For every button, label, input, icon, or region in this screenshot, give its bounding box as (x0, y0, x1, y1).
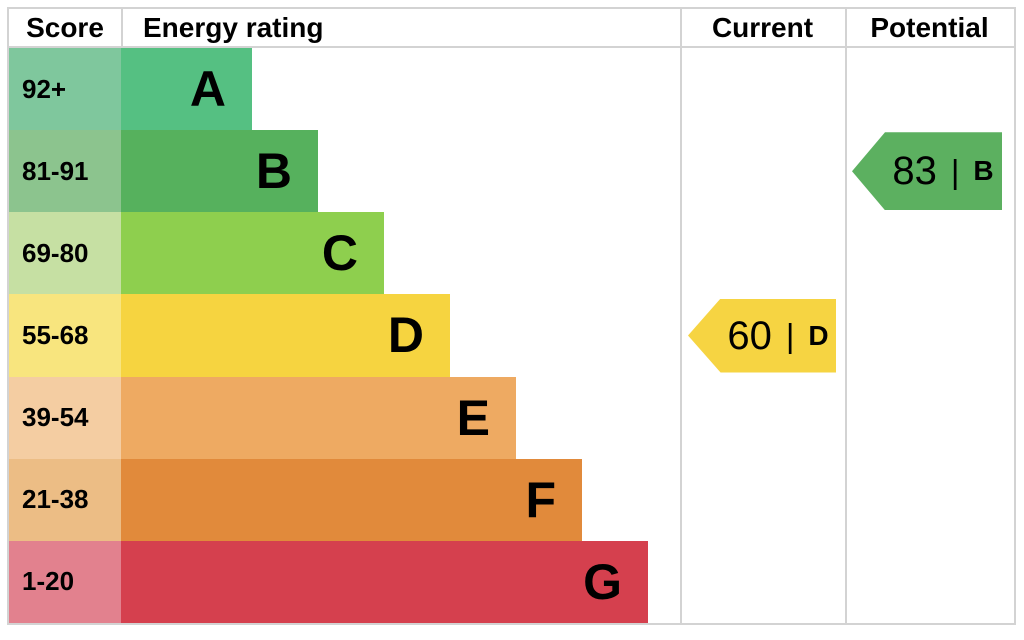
rating-bar-f: F (121, 458, 582, 541)
potential-column-divider (845, 9, 847, 623)
potential-rating-arrow: 83 | B (852, 132, 1002, 211)
epc-rating-table: Score Energy rating Current Potential 92… (7, 7, 1016, 625)
band-letter-d: D (387, 307, 424, 364)
score-range-g: 1-20 (9, 540, 121, 623)
rating-bar-b: B (121, 130, 318, 213)
rating-bar-a: A (121, 48, 252, 131)
score-range-f: 21-38 (9, 458, 121, 541)
current-column-header: Current (711, 11, 814, 43)
score-range-a: 92+ (9, 48, 121, 131)
score-range-c: 69-80 (9, 212, 121, 295)
band-row-d: 55-68 D (9, 294, 1014, 377)
band-row-e: 39-54 E (9, 376, 1014, 459)
band-row-c: 69-80 C (9, 212, 1014, 295)
band-letter-e: E (456, 389, 490, 446)
band-row-a: 92+ A (9, 48, 1014, 131)
table-header-row: Score Energy rating Current Potential (9, 9, 1014, 48)
band-letter-a: A (189, 61, 226, 118)
score-column-header: Score (26, 11, 104, 43)
potential-rating-value: 83 (892, 149, 937, 194)
energy-rating-column-header: Energy rating (143, 11, 324, 43)
current-rating-band-letter: D (808, 319, 829, 351)
current-column-divider (680, 9, 682, 623)
band-row-f: 21-38 F (9, 458, 1014, 541)
current-rating-arrow: 60 | D (688, 298, 836, 373)
rating-bar-e: E (121, 376, 516, 459)
current-rating-value: 60 (727, 313, 772, 358)
score-header-divider (121, 9, 123, 48)
band-row-g: 1-20 G (9, 540, 1014, 623)
band-letter-b: B (255, 143, 292, 200)
score-range-d: 55-68 (9, 294, 121, 377)
rating-bar-d: D (121, 294, 450, 377)
band-letter-c: C (321, 225, 358, 282)
band-letter-f: F (525, 471, 556, 528)
potential-rating-separator: | (950, 152, 960, 190)
score-range-e: 39-54 (9, 376, 121, 459)
potential-column-header: Potential (870, 11, 989, 43)
potential-rating-band-letter: B (973, 155, 994, 187)
rating-bar-c: C (121, 212, 384, 295)
band-letter-g: G (583, 553, 622, 610)
band-row-b: 81-91 B (9, 130, 1014, 213)
score-range-b: 81-91 (9, 130, 121, 213)
rating-bands: 92+ A 81-91 B 69-80 C 55-68 D 39-54 E 21… (9, 48, 1014, 623)
current-rating-separator: | (785, 317, 795, 354)
rating-bar-g: G (121, 540, 648, 623)
